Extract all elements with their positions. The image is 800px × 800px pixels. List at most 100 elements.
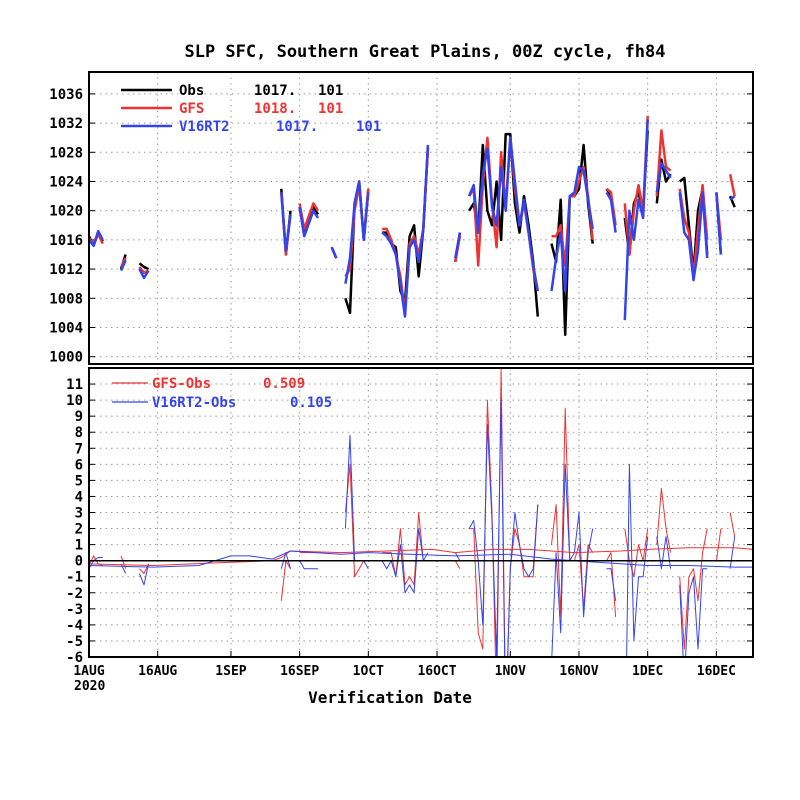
top-ytick-label: 1032 bbox=[49, 116, 83, 132]
series-v16rt2 bbox=[119, 259, 127, 272]
x-tick-label: 16DEC bbox=[697, 664, 736, 679]
series-v16rt2 bbox=[138, 268, 150, 280]
legend-count-gfs: 101 bbox=[318, 101, 343, 117]
bottom-ytick-label: 1 bbox=[75, 538, 83, 554]
chart-title: SLP SFC, Southern Great Plains, 00Z cycl… bbox=[184, 42, 665, 62]
bottom-ytick-label: 0 bbox=[75, 554, 83, 570]
x-tick-label: 1OCT bbox=[353, 664, 384, 679]
legend-mean-v16rt2: 1017. bbox=[276, 119, 318, 135]
series-v16rt2 bbox=[715, 192, 723, 255]
bottom-ytick-label: 11 bbox=[66, 377, 83, 393]
series-v16rt2 bbox=[280, 192, 292, 253]
top-panel: 1000 1004 1008 1012 1016 1020 1024 1028 1032 1036… bbox=[49, 71, 754, 366]
series-v16rt2-obs bbox=[551, 463, 594, 657]
legend-label-obs: Obs bbox=[179, 83, 204, 99]
x-tick-label: 16OCT bbox=[417, 664, 456, 679]
series-v16rt2-obs bbox=[120, 563, 127, 574]
top-ytick-label: 1016 bbox=[49, 233, 83, 249]
bottom-series-group bbox=[89, 368, 753, 657]
bottom-ytick-label: 3 bbox=[75, 506, 83, 522]
bottom-ytick-label: 4 bbox=[75, 489, 83, 505]
series-v16rt2-obs bbox=[89, 557, 103, 569]
bottom-ytick-label: -1 bbox=[66, 570, 83, 586]
series-v16rt2 bbox=[467, 136, 540, 292]
series-gfs-obs bbox=[382, 512, 428, 586]
series-v16rt2 bbox=[89, 229, 104, 247]
x-tick-label: 1AUG bbox=[73, 664, 104, 679]
series-v16rt2-obs bbox=[454, 552, 461, 561]
series-gfs bbox=[728, 173, 736, 197]
legend-mean-gfs: 1018. bbox=[254, 101, 296, 117]
series-v16rt2-obs bbox=[626, 463, 649, 657]
x-tick-label: 16SEP bbox=[280, 664, 319, 679]
bottom-ytick-label: -2 bbox=[66, 586, 83, 602]
series-v16rt2 bbox=[330, 246, 338, 259]
bottom-ytick-label: 10 bbox=[66, 393, 83, 409]
series-gfs bbox=[655, 129, 672, 197]
top-ytick-label: 1036 bbox=[49, 87, 83, 103]
series-v16rt2-obs bbox=[679, 568, 708, 657]
bottom-ytick-label: 2 bbox=[75, 522, 83, 538]
series-v16rt2 bbox=[550, 165, 594, 293]
top-ytick-label: 1020 bbox=[49, 204, 83, 220]
legend-label-v16rt2: V16RT2 bbox=[179, 119, 230, 135]
top-ytick-label: 1004 bbox=[49, 321, 83, 337]
top-ytick-label: 1012 bbox=[49, 262, 83, 278]
top-ytick-label: 1024 bbox=[49, 175, 83, 191]
series-v16rt2 bbox=[298, 206, 320, 238]
bottom-ytick-label: -6 bbox=[66, 650, 83, 666]
series-gfs-obs bbox=[715, 528, 722, 561]
series-v16rt2-obs bbox=[138, 563, 149, 586]
legend-label-gfs: GFS bbox=[179, 101, 204, 117]
x-tick-label: 1NOV bbox=[495, 664, 526, 679]
top-ytick-label: 1008 bbox=[49, 291, 83, 307]
series-v16rt2 bbox=[381, 144, 430, 318]
series-v16rt2-obs bbox=[606, 568, 617, 601]
x-tick-label: 16NOV bbox=[559, 664, 598, 679]
top-ytick-label: 1000 bbox=[49, 350, 83, 366]
series-v16rt2 bbox=[655, 162, 672, 193]
series-v16rt2-obs bbox=[299, 560, 318, 570]
series-v16rt2 bbox=[623, 119, 649, 321]
series-v16rt2-obs bbox=[468, 399, 539, 657]
x-axis: 1AUG 16AUG 1SEP 16SEP 1OCT 16OCT 1NOV 16NOV 1DEC… bbox=[73, 651, 736, 694]
bottom-ytick-label: 8 bbox=[75, 425, 83, 441]
x-axis-label: Verification Date bbox=[308, 688, 472, 707]
bottom-ytick-label: -3 bbox=[66, 602, 83, 618]
legend-label-gfs-obs: GFS-Obs bbox=[152, 376, 211, 392]
series-v16rt2-obs bbox=[729, 536, 736, 569]
series-v16rt2 bbox=[678, 191, 709, 282]
series-v16rt2-obs bbox=[656, 536, 672, 570]
legend-count-v16rt2: 101 bbox=[356, 119, 381, 135]
bottom-ytick-label: 5 bbox=[75, 473, 83, 489]
series-v16rt2 bbox=[605, 191, 617, 233]
bottom-ytick-label: 9 bbox=[75, 409, 83, 425]
legend-label-v16rt2-obs: V16RT2-Obs bbox=[152, 395, 236, 411]
x-tick-label: 1SEP bbox=[215, 664, 246, 679]
bottom-frame bbox=[88, 367, 754, 658]
series-v16rt2 bbox=[344, 180, 370, 284]
x-year-label: 2020 bbox=[74, 679, 105, 694]
bottom-ytick-label: 6 bbox=[75, 457, 83, 473]
series-v16rt2 bbox=[454, 232, 462, 259]
x-tick-label: 1DEC bbox=[632, 664, 663, 679]
series-gfs-obs bbox=[656, 487, 672, 553]
bottom-ytick-label: 7 bbox=[75, 441, 83, 457]
series-gfs-obs bbox=[729, 512, 736, 537]
series-gfs-obs bbox=[454, 560, 461, 569]
series-v16rt2-obs bbox=[381, 528, 429, 594]
x-tick-label: 16AUG bbox=[138, 664, 177, 679]
top-frame bbox=[88, 71, 754, 365]
bottom-ytick-label: -4 bbox=[66, 618, 83, 634]
top-series-group bbox=[89, 115, 736, 337]
series-obs bbox=[138, 262, 150, 271]
legend-mean-v16rt2-obs: 0.105 bbox=[290, 395, 332, 411]
legend-count-obs: 101 bbox=[318, 83, 343, 99]
top-ytick-label: 1028 bbox=[49, 145, 83, 161]
legend-mean-obs: 1017. bbox=[254, 83, 296, 99]
series-gfs-obs bbox=[606, 552, 617, 617]
legend-mean-gfs-obs: 0.509 bbox=[263, 376, 305, 392]
